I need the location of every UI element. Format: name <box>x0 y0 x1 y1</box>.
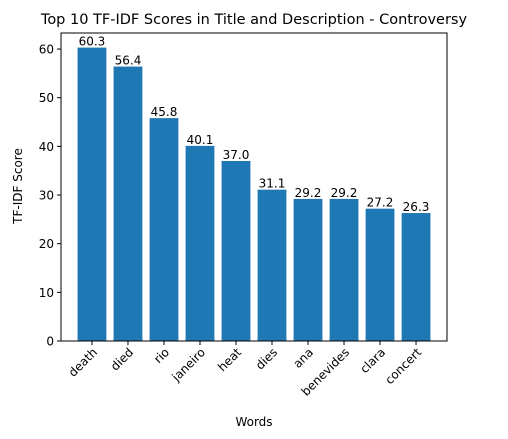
bar-rio <box>149 118 179 341</box>
bar-value-label-janeiro: 40.1 <box>187 133 214 147</box>
bar-value-label-death: 60.3 <box>79 35 106 49</box>
y-tick-label: 30 <box>39 189 54 203</box>
bar-ana <box>293 198 323 341</box>
x-axis-label: Words <box>235 415 272 429</box>
bar-concert <box>401 213 431 341</box>
bar-value-label-concert: 26.3 <box>403 200 430 214</box>
bar-janeiro <box>185 145 215 341</box>
bar-heat <box>221 160 251 341</box>
y-tick-label: 50 <box>39 91 54 105</box>
bar-value-labels: 60.3 56.4 45.8 40.1 37.0 31.1 29.2 29.2 27.2 26.3 <box>79 35 430 214</box>
y-tick-label: 10 <box>39 286 54 300</box>
bar-died <box>113 66 143 342</box>
y-axis-label: TF-IDF Score <box>11 148 25 225</box>
y-tick-label: 0 <box>46 335 54 349</box>
bar-benevides <box>329 198 359 341</box>
bar-value-label-clara: 27.2 <box>367 196 394 210</box>
bars-group <box>77 47 431 342</box>
bar-value-label-benevides: 29.2 <box>331 186 358 200</box>
bar-clara <box>365 208 395 341</box>
y-tick-label: 60 <box>39 43 54 57</box>
bar-value-label-heat: 37.0 <box>223 148 250 162</box>
bar-value-label-dies: 31.1 <box>259 177 286 191</box>
bar-value-label-rio: 45.8 <box>151 105 178 119</box>
plot-frame <box>60 32 448 342</box>
bar-value-label-died: 56.4 <box>115 54 142 68</box>
bar-value-label-ana: 29.2 <box>295 186 322 200</box>
bar-dies <box>257 189 287 341</box>
bar-death <box>77 47 107 341</box>
y-axis-ticks: 0 10 20 30 40 50 60 <box>39 43 61 349</box>
y-tick-label: 40 <box>39 140 54 154</box>
chart-title: Top 10 TF-IDF Scores in Title and Descri… <box>40 12 468 28</box>
y-tick-label: 20 <box>39 237 54 251</box>
